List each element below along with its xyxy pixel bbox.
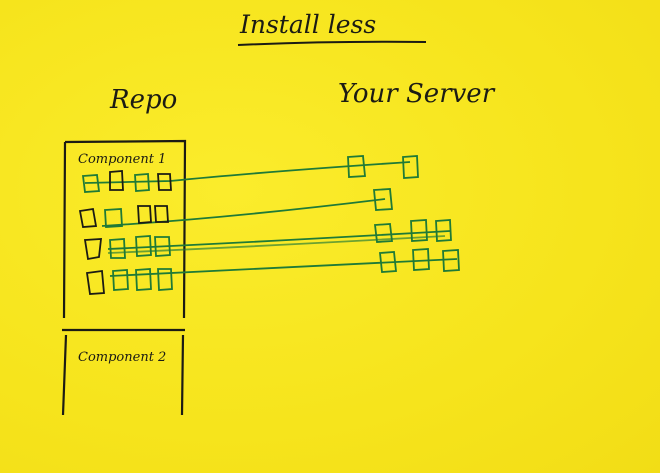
repo-block — [83, 238, 103, 261]
server-row-2 — [373, 188, 393, 211]
repo-block — [78, 207, 98, 228]
server-block — [410, 219, 428, 242]
connection-lines — [84, 161, 458, 277]
component-1-frame — [62, 139, 187, 319]
component-2-frame — [61, 328, 185, 416]
repo-block — [109, 170, 124, 191]
repo-block — [157, 268, 173, 291]
server-block — [373, 188, 393, 211]
server-heading: Your Server — [338, 79, 496, 109]
server-row-4 — [379, 248, 460, 273]
repo-block — [134, 173, 150, 192]
server-block — [435, 219, 452, 242]
server-block — [412, 248, 430, 271]
repo-row-2 — [78, 205, 169, 228]
component-2-label: Component 2 — [78, 350, 166, 365]
repo-block — [135, 235, 152, 257]
server-block — [373, 223, 394, 243]
repo-block — [112, 269, 129, 291]
repo-block — [135, 268, 152, 291]
repo-block — [81, 174, 101, 193]
server-row-3 — [373, 219, 452, 243]
title-underline — [237, 40, 427, 46]
server-row-1 — [347, 155, 419, 179]
server-block — [442, 249, 460, 272]
repo-row-4 — [85, 268, 173, 295]
repo-row-1 — [81, 170, 172, 193]
repo-block — [157, 173, 172, 191]
server-block — [402, 155, 419, 179]
connection-line-2 — [101, 198, 386, 227]
repo-block — [154, 205, 169, 223]
repo-block — [104, 208, 123, 228]
connection-line-3 — [107, 230, 451, 250]
repo-row-3 — [83, 235, 171, 261]
server-block — [379, 251, 397, 273]
repo-block — [85, 269, 105, 295]
repo-heading: Repo — [109, 85, 177, 115]
component-1-label: Component 1 — [78, 152, 166, 167]
connection-line-1 — [84, 161, 411, 184]
repo-block — [137, 205, 152, 224]
repo-block — [109, 238, 126, 259]
server-block — [347, 155, 366, 178]
repo-block — [154, 236, 171, 257]
connection-line-4 — [109, 258, 458, 277]
connection-line-3b — [107, 235, 446, 254]
title: Install less — [239, 10, 376, 39]
